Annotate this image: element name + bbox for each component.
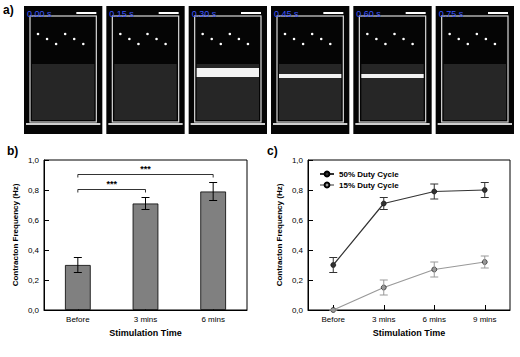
svg-text:***: ***	[106, 179, 117, 189]
svg-text:0,0: 0,0	[292, 306, 304, 315]
svg-text:15% Duty Cycle: 15% Duty Cycle	[339, 181, 399, 190]
svg-text:9 mins: 9 mins	[473, 315, 497, 324]
svg-text:0,6: 0,6	[28, 216, 40, 225]
svg-text:0.30 s: 0.30 s	[192, 9, 217, 19]
svg-text:6 mins: 6 mins	[201, 315, 225, 324]
svg-text:6 mins: 6 mins	[422, 315, 446, 324]
svg-text:0.60 s: 0.60 s	[356, 9, 381, 19]
svg-text:0,2: 0,2	[28, 276, 40, 285]
svg-text:1,0: 1,0	[292, 156, 304, 165]
svg-text:a): a)	[3, 3, 14, 17]
svg-text:Contracton Frequency (Hz): Contracton Frequency (Hz)	[11, 183, 20, 286]
svg-text:0,4: 0,4	[28, 246, 40, 255]
svg-text:0,8: 0,8	[292, 186, 304, 195]
svg-text:Stimulation Time: Stimulation Time	[109, 328, 181, 338]
svg-text:***: ***	[140, 164, 151, 174]
svg-text:3 mins: 3 mins	[372, 315, 396, 324]
svg-text:1,0: 1,0	[28, 156, 40, 165]
svg-text:Contracton Frequency (Hz): Contracton Frequency (Hz)	[275, 183, 284, 286]
svg-text:0.45 s: 0.45 s	[274, 9, 299, 19]
svg-text:Stimulation Time: Stimulation Time	[373, 328, 445, 338]
svg-text:0,8: 0,8	[28, 186, 40, 195]
svg-text:0.00 s: 0.00 s	[27, 9, 52, 19]
svg-text:0.75 s: 0.75 s	[439, 9, 464, 19]
svg-text:0,2: 0,2	[292, 276, 304, 285]
svg-text:0,6: 0,6	[292, 216, 304, 225]
svg-text:c): c)	[267, 144, 278, 158]
svg-text:0,4: 0,4	[292, 246, 304, 255]
svg-text:Before: Before	[66, 315, 90, 324]
svg-text:b): b)	[7, 144, 18, 158]
svg-text:0.15 s: 0.15 s	[109, 9, 134, 19]
svg-text:Before: Before	[321, 315, 345, 324]
svg-text:50% Duty Cycle: 50% Duty Cycle	[339, 170, 399, 179]
svg-text:0,0: 0,0	[28, 306, 40, 315]
svg-text:3 mins: 3 mins	[134, 315, 158, 324]
